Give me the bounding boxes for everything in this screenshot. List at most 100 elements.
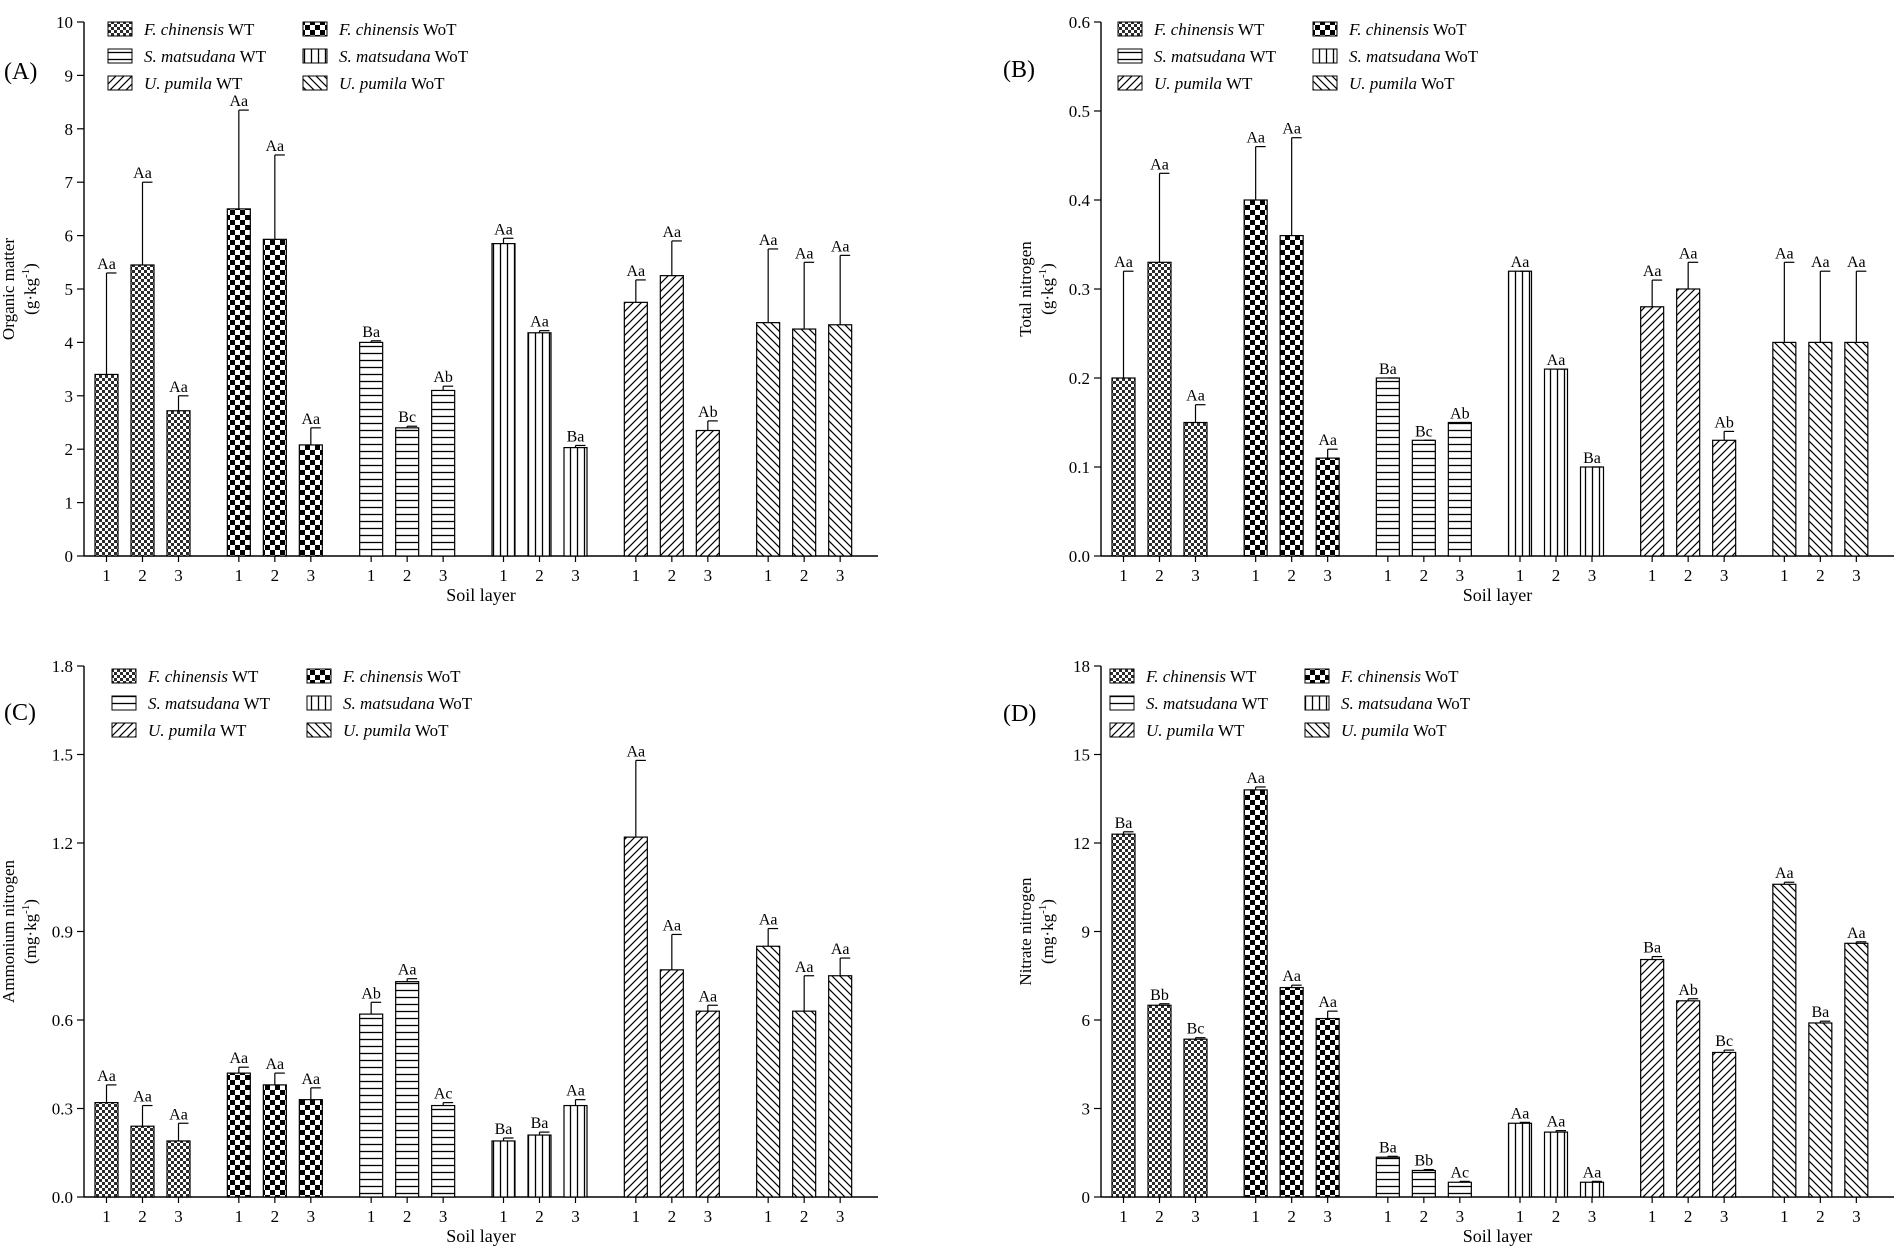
legend-label-fc_wt: F. chinensis WT	[147, 667, 259, 686]
bar-up_wt-layer-3	[1712, 1051, 1737, 1198]
y-tick-label: 3	[65, 387, 74, 406]
bar-fc_wt-layer-1	[94, 373, 119, 557]
significance-label: Ab	[698, 404, 718, 421]
bar-sm_wot-layer-1	[491, 243, 516, 557]
legend-label-up_wot: U. pumila WoT	[343, 721, 449, 740]
bar-fc_wot-layer-2	[262, 1084, 287, 1198]
y-tick-label: 9	[1082, 923, 1091, 942]
x-tick-label: 3	[1456, 1207, 1465, 1226]
bar-fc_wot-layer-1	[1243, 199, 1268, 557]
legend-treatment: WoT	[419, 20, 457, 39]
x-tick-label: 2	[1552, 566, 1561, 585]
bar-fc_wot-layer-3	[298, 1099, 323, 1198]
legend-genus: F. chinensis	[1153, 20, 1234, 39]
legend-swatch-sm_wot	[302, 48, 328, 64]
legend-swatch-fc_wt	[1109, 668, 1135, 684]
legend-label-fc_wt: F. chinensis WT	[1145, 667, 1257, 686]
x-tick-label: 2	[1816, 566, 1825, 585]
bar-sm_wot-layer-3	[1579, 1181, 1605, 1198]
significance-label: Aa	[795, 959, 814, 976]
significance-label: Aa	[1547, 1114, 1566, 1131]
significance-label: Aa	[230, 1050, 249, 1067]
legend-swatch-up_wot	[1304, 722, 1330, 738]
bar-fc_wot-layer-3	[298, 444, 323, 557]
legend-treatment: WT	[228, 667, 259, 686]
bar-fc_wot-layer-2	[262, 238, 287, 557]
legend-swatch-up_wt	[111, 722, 137, 738]
x-tick-label: 1	[1119, 1207, 1128, 1226]
x-tick-label: 3	[174, 566, 183, 585]
significance-label: Aa	[1282, 968, 1301, 985]
x-tick-label: 2	[668, 1207, 677, 1226]
x-tick-label: 3	[704, 566, 713, 585]
y-axis-unit: (g·kg-1)	[20, 263, 40, 315]
significance-label: Aa	[133, 165, 152, 182]
bar-up_wot-layer-2	[792, 328, 817, 557]
significance-label: Aa	[699, 988, 718, 1005]
bar-up_wt-layer-1	[623, 301, 648, 557]
significance-label: Aa	[1511, 254, 1530, 271]
y-tick-label: 6	[1082, 1011, 1091, 1030]
legend-genus: U. pumila	[144, 74, 212, 93]
x-tick-label: 1	[1780, 1207, 1789, 1226]
bar-fc_wt-layer-1	[1111, 377, 1136, 557]
bar-up_wot-layer-3	[828, 975, 853, 1198]
legend-treatment: WT	[1246, 47, 1277, 66]
legend-label-up_wot: U. pumila WoT	[1349, 74, 1455, 93]
x-tick-label: 3	[836, 566, 845, 585]
significance-label: Ac	[1451, 1164, 1470, 1181]
legend-genus: U. pumila	[1154, 74, 1222, 93]
significance-label: Aa	[1847, 925, 1866, 942]
bar-fc_wot-layer-1	[226, 1072, 251, 1198]
bar-up_wt-layer-2	[659, 969, 684, 1198]
bar-up_wt-layer-1	[623, 836, 648, 1198]
significance-label: Aa	[1246, 130, 1265, 147]
legend-treatment: WoT	[435, 694, 473, 713]
legend-treatment: WoT	[1429, 20, 1467, 39]
significance-label: Bb	[1414, 1153, 1433, 1170]
x-tick-label: 1	[1516, 1207, 1525, 1226]
y-axis-unit-close: )	[21, 899, 40, 905]
significance-label: Aa	[663, 224, 682, 241]
significance-label: Aa	[795, 245, 814, 262]
legend-treatment: WT	[1222, 74, 1253, 93]
legend-genus: S. matsudana	[343, 694, 435, 713]
significance-label: Ba	[495, 1121, 513, 1138]
y-tick-label: 0.4	[1069, 191, 1091, 210]
significance-label: Ab	[1714, 414, 1734, 431]
significance-label: Bc	[1715, 1033, 1733, 1050]
legend-swatch-sm_wt	[107, 48, 133, 64]
bar-sm_wot-layer-2	[527, 332, 552, 557]
y-tick-label: 9	[65, 66, 74, 85]
legend-label-up_wt: U. pumila WT	[144, 74, 243, 93]
legend-label-sm_wot: S. matsudana WoT	[339, 47, 469, 66]
y-tick-label: 7	[65, 173, 74, 192]
legend-swatch-fc_wot	[1312, 21, 1338, 37]
legend-genus: F. chinensis	[1145, 667, 1226, 686]
significance-label: Aa	[169, 379, 188, 396]
legend-genus: S. matsudana	[1146, 694, 1238, 713]
y-tick-label: 0.3	[52, 1100, 73, 1119]
x-tick-label: 3	[1588, 1207, 1597, 1226]
y-tick-label: 1.8	[52, 657, 73, 676]
y-tick-label: 12	[1073, 834, 1090, 853]
y-axis-title: Ammonium nitrogen	[0, 859, 18, 1003]
x-tick-label: 2	[1155, 566, 1164, 585]
significance-label: Aa	[759, 232, 778, 249]
significance-label: Aa	[1186, 388, 1205, 405]
bar-up_wt-layer-3	[695, 429, 720, 557]
bar-sm_wt-layer-3	[431, 389, 456, 557]
legend-genus: U. pumila	[148, 721, 216, 740]
x-tick-label: 2	[1684, 1207, 1693, 1226]
y-axis-unit-exponent: -1	[1037, 905, 1049, 914]
x-tick-label: 3	[704, 1207, 713, 1226]
significance-label: Ab	[433, 369, 453, 386]
y-axis-unit-base: (mg·kg	[21, 913, 40, 964]
bar-sm_wt-layer-2	[395, 981, 420, 1198]
y-tick-label: 5	[65, 280, 74, 299]
bar-sm_wot-layer-1	[1507, 1122, 1533, 1198]
x-axis-title: Soil layer	[1463, 585, 1533, 605]
x-tick-label: 1	[1780, 566, 1789, 585]
